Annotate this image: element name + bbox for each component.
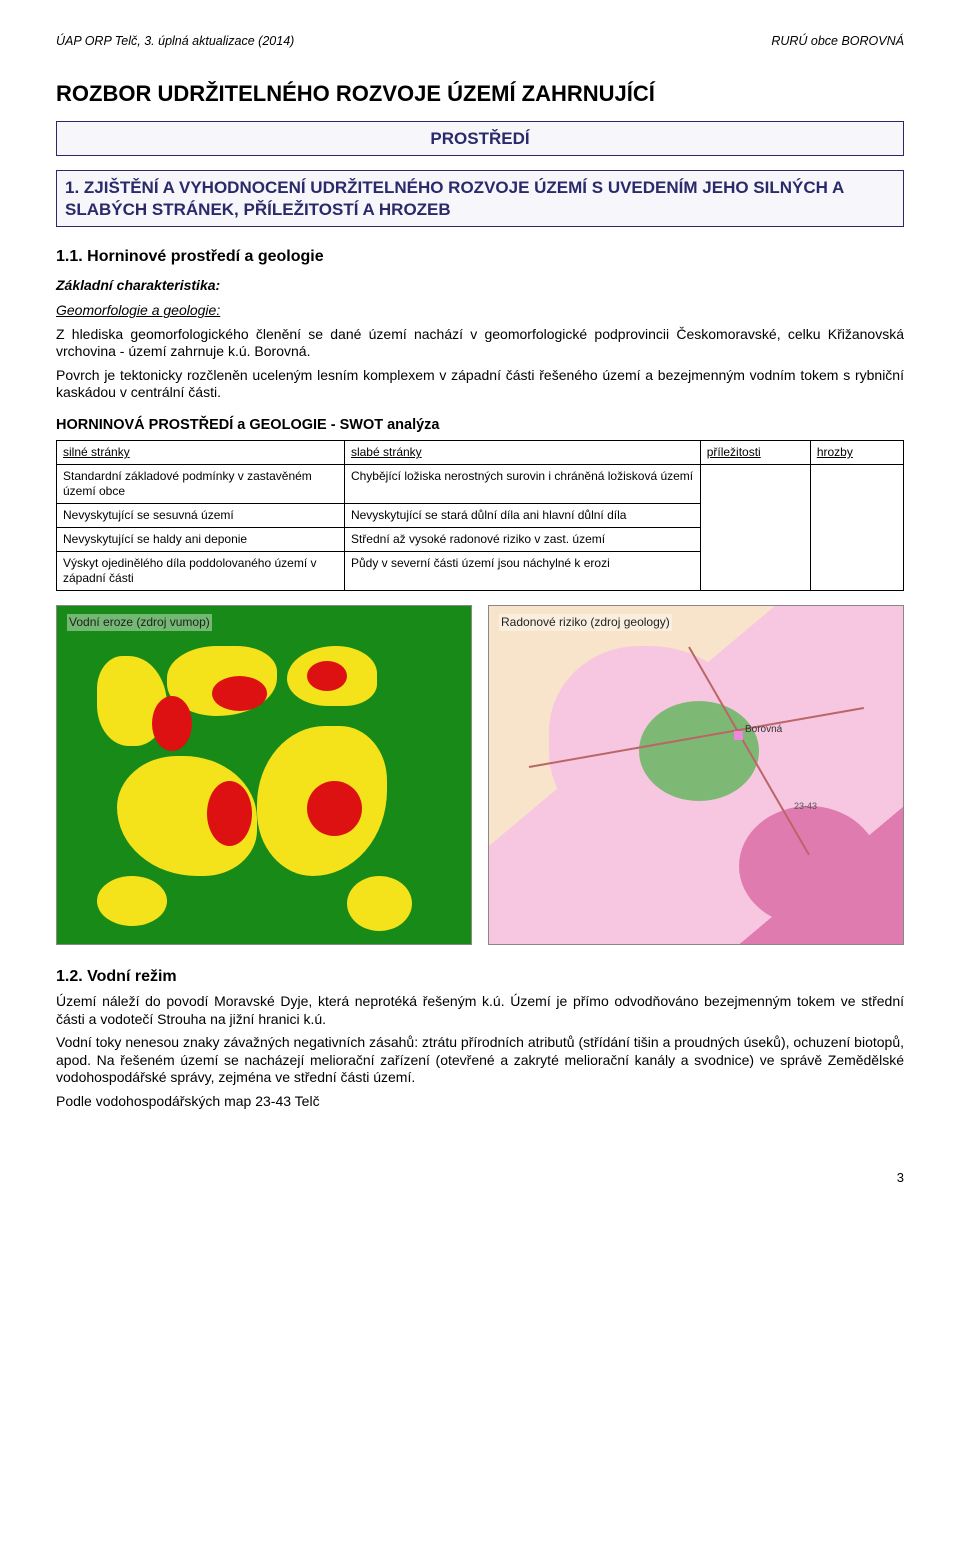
section1-num: 1. (65, 178, 79, 197)
map-erosion: Vodní eroze (zdroj vumop) (56, 605, 472, 945)
section1-2-title: Vodní režim (87, 968, 177, 985)
running-header: ÚAP ORP Telč, 3. úplná aktualizace (2014… (56, 34, 904, 50)
prostredi-box: PROSTŘEDÍ (56, 121, 904, 156)
swot-row: Standardní základové podmínky v zastavěn… (57, 465, 904, 504)
map-radon-label: Radonové riziko (zdroj geology) (499, 614, 672, 631)
section1-1-num: 1.1. (56, 248, 83, 265)
swot-h-pril: příležitosti (700, 441, 810, 465)
sec1-2-p1: Území náleží do povodí Moravské Dyje, kt… (56, 993, 904, 1028)
sec1-1-p1: Z hlediska geomorfologického členění se … (56, 326, 904, 361)
swot-h-hroz: hrozby (810, 441, 903, 465)
page-number: 3 (56, 1170, 904, 1186)
swot-cell (810, 465, 903, 591)
section1-title: 1. ZJIŠTĚNÍ A VYHODNOCENÍ UDRŽITELNÉHO R… (65, 178, 844, 218)
map-row: Vodní eroze (zdroj vumop) Radonové rizik… (56, 605, 904, 945)
section1-2-head: 1.2. Vodní režim (56, 967, 904, 987)
swot-h-slabe: slabé stránky (344, 441, 700, 465)
swot-cell: Výskyt ojedinělého díla poddolovaného úz… (57, 552, 345, 591)
char-label: Základní charakteristika: (56, 277, 904, 295)
sec1-1-p2: Povrch je tektonicky rozčleněn uceleným … (56, 367, 904, 402)
map-radon: Radonové riziko (zdroj geology) Borovná … (488, 605, 904, 945)
swot-header-row: silné stránky slabé stránky příležitosti… (57, 441, 904, 465)
prostredi-label: PROSTŘEDÍ (430, 129, 529, 148)
map-erosion-label: Vodní eroze (zdroj vumop) (67, 614, 212, 631)
section1-1-title: Horninové prostředí a geologie (87, 248, 323, 265)
swot-cell: Standardní základové podmínky v zastavěn… (57, 465, 345, 504)
swot-cell: Nevyskytující se stará důlní díla ani hl… (344, 504, 700, 528)
sec1-2-p3: Podle vodohospodářských map 23-43 Telč (56, 1093, 904, 1111)
section1-box: 1. ZJIŠTĚNÍ A VYHODNOCENÍ UDRŽITELNÉHO R… (56, 170, 904, 227)
swot-table: silné stránky slabé stránky příležitosti… (56, 440, 904, 591)
swot-cell: Střední až vysoké radonové riziko v zast… (344, 528, 700, 552)
swot-cell: Nevyskytující se haldy ani deponie (57, 528, 345, 552)
header-right: RURÚ obce BOROVNÁ (771, 34, 904, 50)
swot-cell: Chybějící ložiska nerostných surovin i c… (344, 465, 700, 504)
sec1-2-p2: Vodní toky nenesou znaky závažných negat… (56, 1034, 904, 1087)
swot-h-silne: silné stránky (57, 441, 345, 465)
section1-1-head: 1.1. Horninové prostředí a geologie (56, 247, 904, 267)
swot-cell (700, 465, 810, 591)
header-left: ÚAP ORP Telč, 3. úplná aktualizace (2014… (56, 34, 294, 50)
swot-cell: Nevyskytující se sesuvná území (57, 504, 345, 528)
section1-2-num: 1.2. (56, 968, 83, 985)
swot-cell: Půdy v severní části území jsou náchylné… (344, 552, 700, 591)
geo-sublabel: Geomorfologie a geologie: (56, 302, 904, 320)
swot-title: HORNINOVÁ PROSTŘEDÍ a GEOLOGIE - SWOT an… (56, 416, 904, 434)
page-title: ROZBOR UDRŽITELNÉHO ROZVOJE ÚZEMÍ ZAHRNU… (56, 80, 904, 108)
section1-text: ZJIŠTĚNÍ A VYHODNOCENÍ UDRŽITELNÉHO ROZV… (65, 178, 844, 218)
